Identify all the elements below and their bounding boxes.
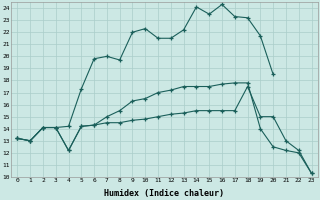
X-axis label: Humidex (Indice chaleur): Humidex (Indice chaleur) — [104, 189, 224, 198]
